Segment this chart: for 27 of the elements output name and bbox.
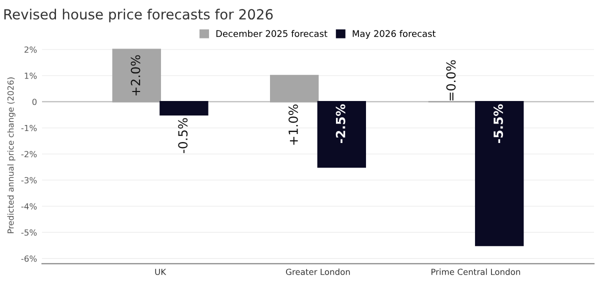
- chart-title: Revised house price forecasts for 2026: [4, 8, 273, 22]
- x-tick-label: UK: [155, 268, 166, 276]
- x-tick-label: Greater London: [286, 268, 350, 276]
- data-label: +2.0%: [130, 55, 140, 96]
- data-label: -5.5%: [494, 104, 503, 144]
- y-tick-label: -6%: [21, 255, 37, 262]
- data-label: -0.5%: [178, 118, 188, 154]
- bar: [475, 101, 524, 246]
- data-label: +1.0%: [288, 104, 298, 145]
- y-tick-label: -5%: [21, 229, 37, 236]
- y-tick-label: -1%: [21, 124, 37, 132]
- y-axis-title: Predicted annual price change (2026): [7, 77, 16, 234]
- bar: [317, 101, 366, 168]
- y-tick-label: 1%: [24, 72, 37, 79]
- y-tick-label: -2%: [21, 150, 37, 158]
- legend-label: December 2025 forecast: [216, 30, 328, 38]
- data-label: -2.5%: [336, 104, 346, 144]
- data-label: =0.0%: [446, 60, 456, 100]
- y-tick-label: 2%: [24, 46, 37, 53]
- y-tick-label: -4%: [21, 203, 37, 210]
- y-tick-label: -3%: [21, 177, 37, 184]
- x-tick-label: Prime Central London: [432, 268, 520, 276]
- bar: [270, 74, 319, 102]
- y-tick-label: 0: [32, 98, 37, 106]
- legend-label: May 2026 forecast: [352, 30, 436, 39]
- bar: [112, 48, 161, 102]
- bar: [160, 101, 208, 116]
